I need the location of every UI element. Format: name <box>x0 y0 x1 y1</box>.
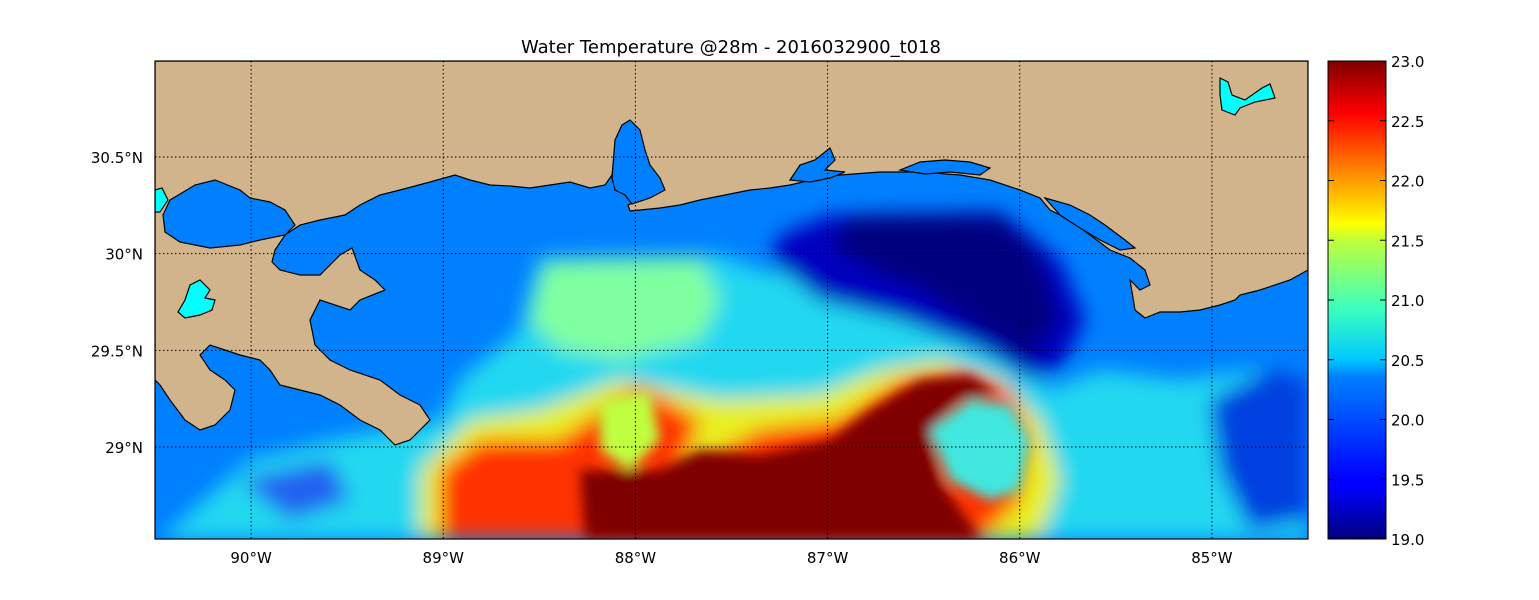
latitude-labels: 30.5°N 30°N 29.5°N 29°N <box>91 149 143 457</box>
latitude-tick-label: 29°N <box>105 439 143 457</box>
longitude-tick-label: 87°W <box>807 549 849 567</box>
longitude-tick-label: 86°W <box>999 549 1041 567</box>
latitude-tick-label: 30°N <box>105 246 143 264</box>
longitude-tick-label: 88°W <box>615 549 657 567</box>
inland-lake-west <box>177 279 216 319</box>
lake-maurepas <box>155 187 169 213</box>
colorbar-tick-label: 21.5 <box>1391 232 1424 250</box>
colorbar-tick-label: 22.5 <box>1391 113 1424 131</box>
eddy-west <box>600 390 660 470</box>
st-andrew-bay <box>1043 196 1137 251</box>
graticule <box>155 61 1308 539</box>
inland-lake-east <box>1219 77 1276 116</box>
colorbar-gradient <box>1327 60 1387 540</box>
longitude-labels: 90°W 89°W 88°W 87°W 86°W 85°W <box>230 549 1232 567</box>
colorbar-tick-label: 21.0 <box>1391 292 1424 310</box>
colorbar-tick-label: 19.0 <box>1391 531 1424 549</box>
temperature-field <box>160 212 1308 539</box>
latitude-tick-label: 30.5°N <box>91 149 143 167</box>
map-frame <box>154 60 1309 540</box>
blue-region-west <box>240 460 350 520</box>
latitude-tick-label: 29.5°N <box>91 342 143 360</box>
green-band <box>530 258 720 360</box>
colorbar-tick-label: 20.0 <box>1391 412 1424 430</box>
eddy-interior <box>930 400 1030 500</box>
colorbar-ticks: 23.0 22.5 22.0 21.5 21.0 20.5 20.0 19.5 19.0 <box>1328 53 1424 549</box>
colorbar-tick-label: 19.5 <box>1391 471 1424 489</box>
colorbar-tick-label: 20.5 <box>1391 352 1424 370</box>
choctawhatchee-bay <box>897 159 992 176</box>
longitude-tick-label: 90°W <box>230 549 272 567</box>
mobile-bay <box>611 119 666 205</box>
map-area <box>155 61 1308 539</box>
map-title: Water Temperature @28m - 2016032900_t018 <box>521 37 941 58</box>
colorbar-tick-label: 23.0 <box>1391 53 1424 71</box>
longitude-tick-label: 85°W <box>1191 549 1233 567</box>
lake-pontchartrain <box>162 179 296 249</box>
loop-current-core <box>580 375 1000 539</box>
longitude-tick-label: 89°W <box>423 549 465 567</box>
blue-region-east <box>1210 370 1308 530</box>
colorbar-tick-label: 22.0 <box>1391 173 1424 191</box>
colorbar: 23.0 22.5 22.0 21.5 21.0 20.5 20.0 19.5 19.0 <box>1327 53 1424 549</box>
cold-water-core <box>830 215 1060 360</box>
